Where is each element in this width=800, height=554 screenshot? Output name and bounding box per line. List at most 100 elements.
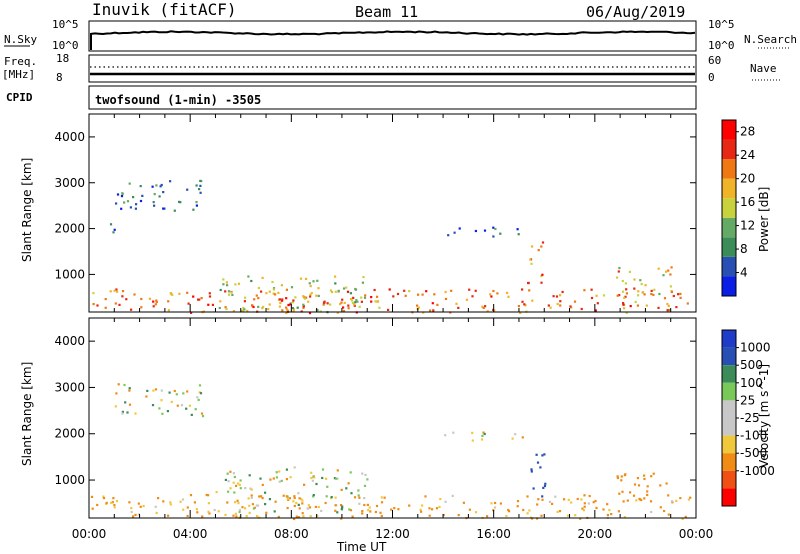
echo-cell — [625, 288, 628, 291]
echo-cell — [232, 472, 235, 475]
echo-cell — [574, 514, 577, 517]
echo-cell — [635, 499, 638, 502]
echo-cell — [666, 309, 669, 312]
echo-cell — [320, 509, 323, 512]
echo-cell — [334, 275, 337, 278]
velocity-colorbar-segment — [722, 488, 736, 506]
echo-cell — [199, 179, 202, 182]
echo-cell — [115, 288, 118, 291]
echo-cell — [154, 303, 157, 306]
velocity-colorbar-tick: -1000 — [740, 464, 775, 478]
echo-cell — [125, 298, 128, 301]
echo-cell — [285, 468, 288, 471]
echo-cell — [358, 305, 361, 308]
echo-cell — [341, 505, 344, 508]
echo-cell — [436, 303, 439, 306]
echo-cell — [621, 490, 624, 493]
echo-cell — [192, 208, 195, 211]
echo-cell — [540, 281, 543, 284]
echo-cell — [687, 498, 690, 501]
echo-cell — [222, 278, 225, 281]
echo-cell — [238, 510, 241, 514]
echo-cell — [278, 470, 281, 473]
echo-cell — [684, 515, 687, 518]
echo-cell — [252, 305, 255, 309]
echo-cell — [167, 309, 170, 312]
echo-cell — [583, 494, 586, 497]
echo-cell — [197, 398, 200, 401]
echo-cell — [96, 503, 99, 507]
echo-cell — [636, 304, 639, 307]
echo-cell — [596, 302, 599, 305]
y-tick-label: 1000 — [54, 267, 85, 281]
echo-cell — [145, 395, 148, 398]
echo-cell — [160, 399, 163, 402]
echo-cell — [90, 495, 94, 498]
velocity-colorbar-tick: 1000 — [740, 341, 771, 355]
echo-cell — [113, 289, 116, 292]
echo-cell — [232, 481, 235, 484]
velocity-ylabel: Slant Range [km] — [20, 362, 34, 466]
echo-cell — [499, 232, 502, 235]
echo-cell — [167, 514, 170, 517]
echo-cell — [351, 301, 354, 305]
echo-cell — [444, 500, 447, 503]
echo-cell — [91, 507, 94, 510]
echo-cell — [629, 491, 632, 494]
echo-cell — [397, 508, 400, 511]
echo-cell — [559, 294, 562, 297]
echo-cell — [663, 509, 666, 513]
echo-cell — [312, 495, 315, 498]
echo-cell — [115, 500, 119, 503]
echo-cell — [532, 487, 535, 490]
echo-cell — [302, 515, 305, 518]
echo-cell — [590, 288, 593, 291]
power-colorbar-segment — [722, 178, 736, 199]
echo-cell — [444, 434, 447, 437]
echo-cell — [123, 201, 126, 204]
echo-cell — [521, 436, 524, 439]
echo-cell — [624, 295, 627, 298]
echo-cell — [118, 303, 121, 306]
echo-cell — [187, 302, 190, 305]
echo-cell — [322, 303, 325, 306]
echo-cell — [236, 499, 239, 502]
power-colorbar-tick: 4 — [740, 266, 748, 280]
echo-cell — [353, 496, 357, 499]
echo-cell — [569, 305, 572, 308]
echo-cell — [354, 287, 357, 291]
echo-cell — [128, 403, 132, 406]
y-tick-label: 2000 — [54, 222, 85, 236]
echo-cell — [199, 184, 202, 187]
echo-cell — [541, 273, 544, 276]
echo-cell — [275, 476, 278, 479]
echo-cell — [310, 471, 313, 474]
echo-cell — [234, 283, 237, 286]
echo-cell — [246, 309, 249, 312]
echo-cell — [474, 511, 478, 514]
echo-cell — [334, 509, 337, 512]
echo-cell — [367, 509, 370, 512]
echo-cell — [340, 504, 343, 507]
echo-cell — [280, 299, 284, 302]
echo-cell — [380, 496, 383, 499]
echo-cell — [255, 294, 258, 297]
echo-cell — [482, 431, 485, 434]
echo-cell — [579, 517, 582, 520]
echo-cell — [162, 500, 165, 503]
echo-cell — [637, 484, 641, 487]
echo-cell — [238, 483, 241, 486]
echo-cell — [198, 384, 202, 387]
echo-cell — [505, 514, 508, 518]
echo-cell — [190, 311, 193, 314]
echo-cell — [552, 295, 555, 298]
echo-cell — [650, 289, 653, 292]
echo-cell — [205, 493, 208, 497]
echo-cell — [519, 311, 522, 314]
echo-cell — [207, 502, 210, 505]
echo-cell — [114, 405, 117, 408]
echo-cell — [179, 201, 182, 204]
nave-tick-bottom: 0 — [708, 71, 715, 84]
echo-cell — [302, 295, 305, 298]
echo-cell — [618, 492, 621, 495]
